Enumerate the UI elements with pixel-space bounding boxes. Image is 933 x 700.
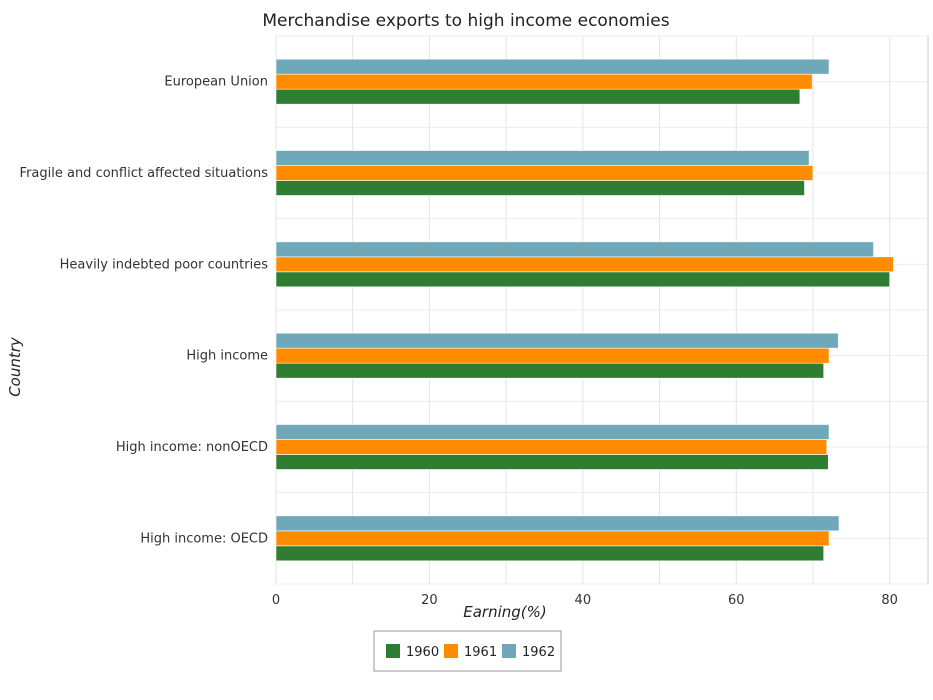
y-axis-label: Country (6, 336, 24, 397)
x-tick-label: 40 (575, 593, 592, 608)
bar-1962 (275, 515, 840, 532)
bar-1960 (275, 362, 824, 379)
bar-1962 (275, 150, 810, 166)
y-tick-label: High income: OECD (140, 531, 268, 546)
x-axis-label: Earning(%) (463, 603, 547, 621)
bars (275, 58, 894, 562)
y-tick-label: High income (186, 349, 268, 364)
bar-1960 (275, 271, 890, 288)
x-tick-label: 80 (881, 593, 898, 608)
bar-1962 (275, 58, 830, 75)
legend-swatch-1961 (444, 644, 458, 658)
legend-swatch-1960 (386, 644, 400, 658)
bar-1961 (275, 165, 814, 181)
legend: 1960 1961 1962 (373, 630, 562, 672)
legend-label-1962: 1962 (522, 645, 555, 660)
bar-1962 (275, 241, 874, 258)
axes: European Union Fragile and conflict affec… (20, 75, 898, 608)
legend-label-1961: 1961 (464, 645, 497, 660)
bar-1961 (275, 530, 830, 547)
bar-1960 (275, 88, 801, 105)
bar-1961 (275, 439, 828, 455)
y-tick-label: Fragile and conflict affected situations (20, 166, 269, 181)
bar-1961 (275, 256, 894, 273)
grid (275, 35, 929, 585)
chart-title: Merchandise exports to high income econo… (262, 11, 669, 31)
legend-label-1960: 1960 (406, 645, 439, 660)
bar-1961 (275, 347, 830, 364)
bar-1960 (275, 180, 805, 196)
x-tick-label: 60 (728, 593, 745, 608)
y-tick-label: High income: nonOECD (116, 440, 268, 455)
legend-box (373, 630, 562, 672)
bar-1962 (275, 424, 830, 440)
bar-1962 (275, 332, 839, 349)
y-tick-label: Heavily indebted poor countries (60, 257, 269, 272)
x-tick-label: 20 (421, 593, 438, 608)
bar-1960 (275, 545, 824, 562)
legend-swatch-1962 (502, 644, 516, 658)
bar-1961 (275, 73, 813, 90)
y-tick-label: European Union (164, 75, 268, 90)
x-tick-label: 0 (272, 593, 280, 608)
bar-1960 (275, 454, 829, 470)
